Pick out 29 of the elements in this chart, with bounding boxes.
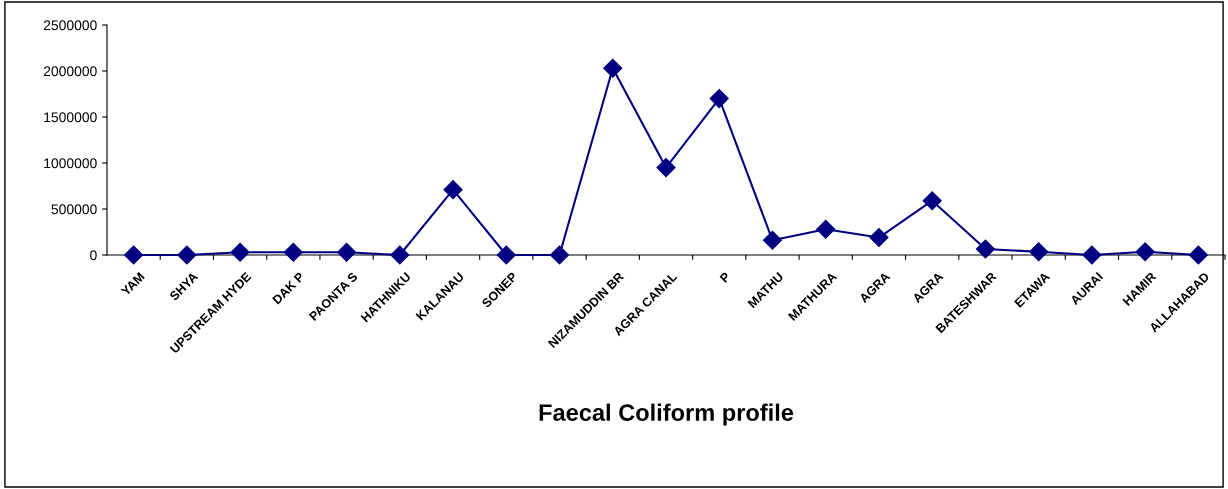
- y-tick-label: 2500000: [43, 20, 97, 31]
- point: [1135, 242, 1155, 262]
- point: [124, 245, 144, 265]
- point: [869, 227, 889, 248]
- point: [603, 58, 623, 78]
- point: [283, 242, 303, 262]
- y-tick-label: 0: [90, 250, 97, 261]
- point: [337, 242, 357, 262]
- point: [922, 191, 942, 211]
- y-tick-label: 1000000: [44, 158, 97, 169]
- point: [1188, 245, 1208, 265]
- point: [1082, 245, 1102, 265]
- point: [816, 219, 836, 239]
- point: [975, 239, 995, 259]
- point: [549, 245, 570, 265]
- point: [1029, 242, 1049, 262]
- x-axis-title: Faecal Coliform profile: [539, 403, 794, 426]
- point: [496, 245, 516, 265]
- y-tick-label: 1500000: [44, 112, 97, 123]
- point: [762, 230, 783, 250]
- point: [443, 180, 463, 200]
- x-tick-label: P: [719, 271, 731, 283]
- point: [709, 89, 729, 109]
- y-tick-label: 500000: [51, 204, 97, 215]
- point: [390, 245, 410, 265]
- point: [177, 245, 197, 265]
- point: [230, 242, 250, 262]
- point: [656, 158, 676, 178]
- y-tick-label: 2000000: [43, 66, 97, 77]
